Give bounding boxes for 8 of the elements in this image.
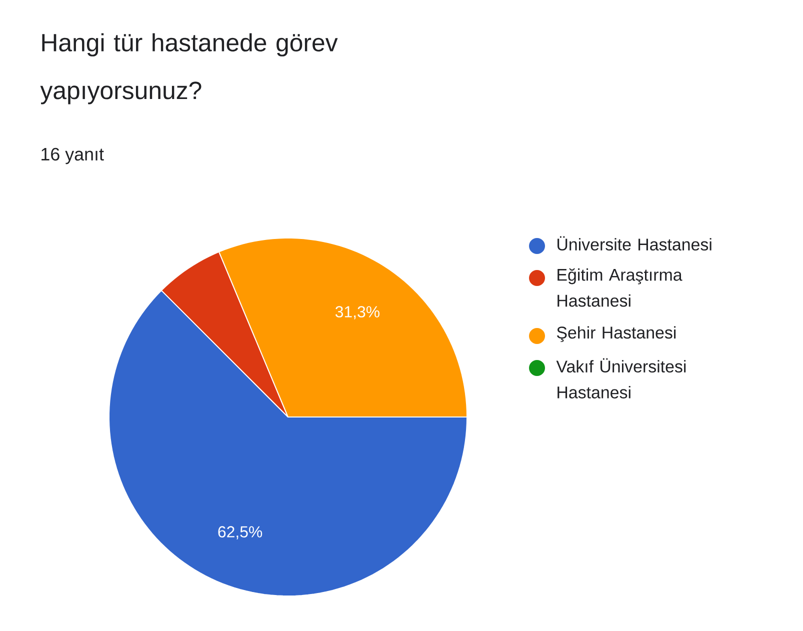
legend-label: Eğitim Araştırma Hastanesi: [558, 268, 682, 307]
chart-subtitle: 16 yanıt: [42, 148, 104, 164]
legend-label: Üniversite Hastanesi: [558, 236, 712, 251]
data-label: 62,5%: [218, 526, 262, 540]
data-label: 31,3%: [335, 306, 380, 320]
chart-title: Hangi tür hastanede görev yapıyorsunuz?: [40, 33, 338, 104]
legend-label: Şehir Hastanesi: [556, 326, 676, 342]
legend-label: Vakıf Üniversitesi Hastanesi: [556, 358, 686, 398]
